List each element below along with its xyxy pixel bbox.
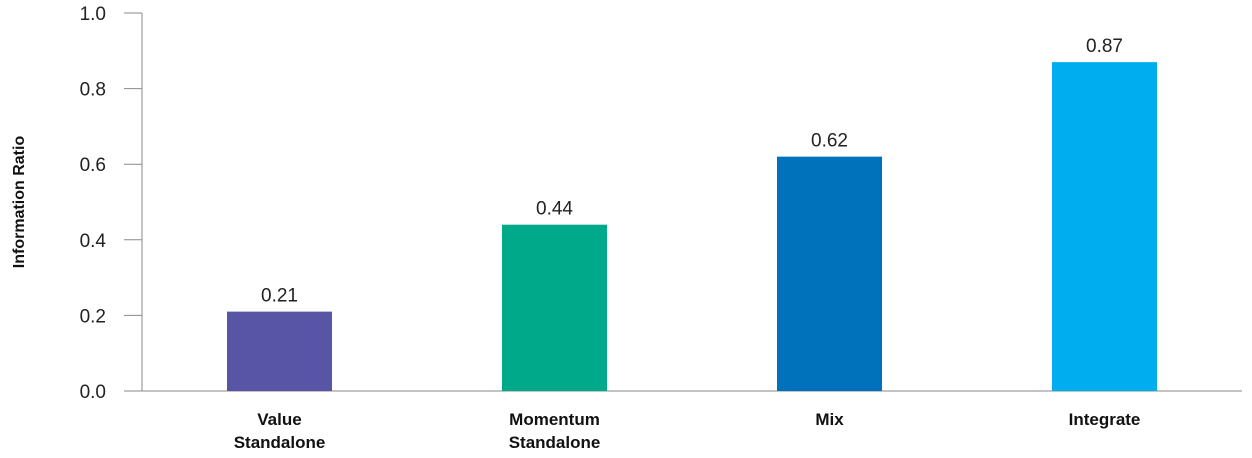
bar-value-label: 0.62 [811, 131, 848, 152]
y-tick-label: 1.0 [80, 4, 106, 25]
bar [1052, 62, 1157, 391]
value-labels: 0.21 0.44 0.62 0.87 [261, 36, 1123, 306]
category-labels: Value Standalone Momentum Standalone Mix Inte… [234, 410, 1141, 452]
y-ticks: 0.0 0.2 0.4 0.6 0.8 1.0 [80, 4, 142, 403]
bar [502, 224, 607, 391]
x-tick-label: Standalone [234, 433, 326, 452]
bar [777, 156, 882, 391]
bars [227, 62, 1157, 391]
y-tick-label: 0.6 [80, 155, 106, 176]
x-tick-label: Mix [815, 410, 844, 429]
y-tick-label: 0.8 [80, 80, 106, 101]
y-tick-label: 0.0 [80, 382, 106, 403]
y-tick-label: 0.2 [80, 306, 106, 327]
x-tick-label: Value [257, 410, 301, 429]
bar [227, 311, 332, 391]
y-axis-title: Information Ratio [11, 136, 28, 269]
x-tick-label: Integrate [1069, 410, 1141, 429]
bar-value-label: 0.87 [1086, 36, 1123, 57]
x-tick-label: Momentum [509, 410, 600, 429]
x-tick-label: Standalone [509, 433, 601, 452]
bar-value-label: 0.44 [536, 199, 573, 220]
y-tick-label: 0.4 [80, 231, 107, 252]
bar-value-label: 0.21 [261, 286, 298, 307]
